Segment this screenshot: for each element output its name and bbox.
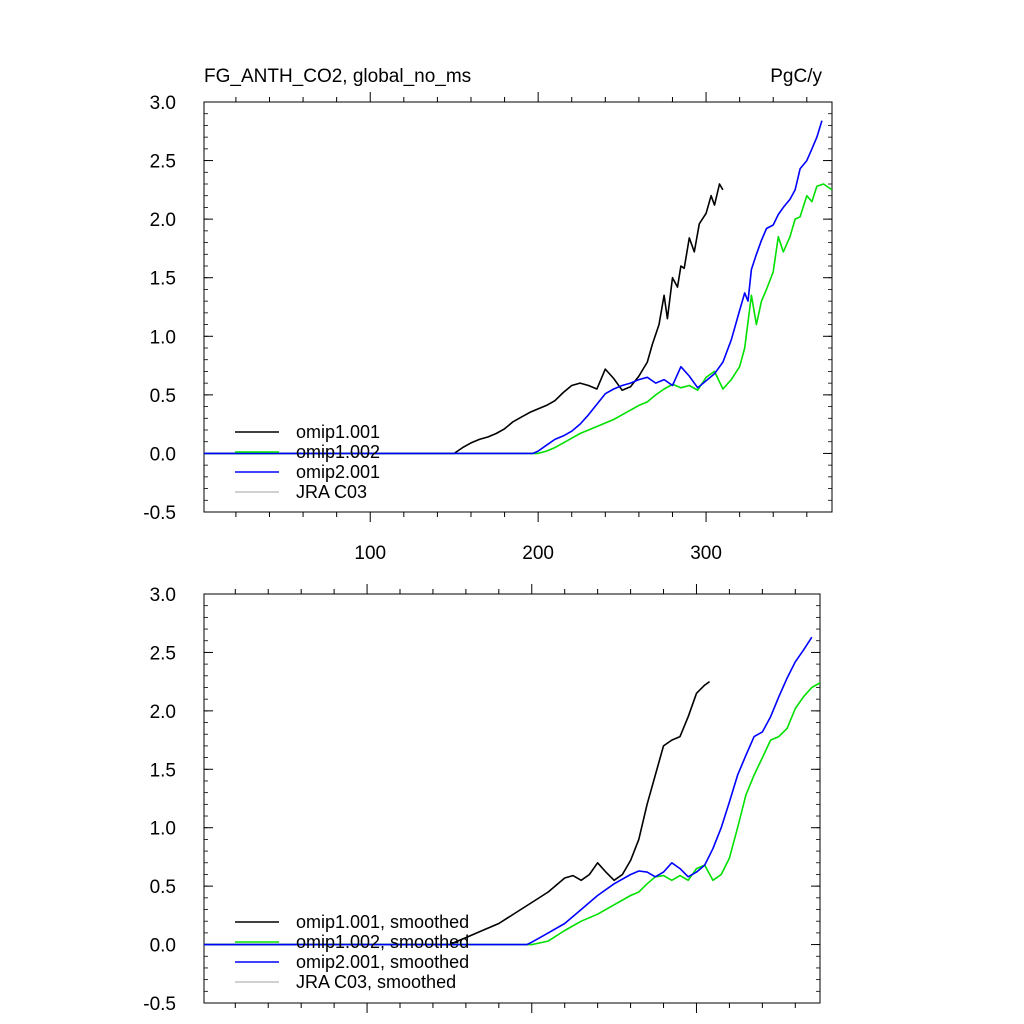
y-tick-label: 3.0 xyxy=(150,93,176,114)
series-line xyxy=(204,183,724,455)
y-tick-label: 1.0 xyxy=(150,327,176,348)
legend-label: omip2.001 xyxy=(296,462,380,482)
chart-title: FG_ANTH_CO2, global_no_ms xyxy=(204,66,471,87)
top-panel: -0.5 0.0 0.5 1.0 1.5 2.0 2.5 3.0 100 200 300 omip1.… xyxy=(143,92,833,564)
legend-label: JRA C03 xyxy=(296,482,367,502)
plot-frame xyxy=(203,101,833,513)
y-tick-label: 0.5 xyxy=(150,877,176,898)
legend-label: omip1.001 xyxy=(296,422,380,442)
series-line xyxy=(204,636,813,946)
x-tick-label: 100 xyxy=(354,543,386,564)
legend-label: omip2.001, smoothed xyxy=(296,952,469,972)
legend-label: omip1.002 xyxy=(296,442,380,462)
legend-label: omip1.001, smoothed xyxy=(296,912,469,932)
y-tick-label: 1.0 xyxy=(150,819,176,840)
y-tick-label: 2.5 xyxy=(150,643,176,664)
y-tick-label: 0.0 xyxy=(150,936,176,957)
y-tick-label: 1.5 xyxy=(150,269,176,290)
legend-label: JRA C03, smoothed xyxy=(296,972,456,992)
y-tick-label: 0.0 xyxy=(150,444,176,465)
series-line xyxy=(204,120,823,455)
bottom-panel: -0.5 0.0 0.5 1.0 1.5 2.0 2.5 3.0 omip1.001, smoo… xyxy=(143,584,821,1015)
x-tick-label: 300 xyxy=(690,543,722,564)
x-tick-label: 200 xyxy=(522,543,554,564)
y-tick-label: 2.5 xyxy=(150,152,176,173)
y-tick-label: 2.0 xyxy=(150,210,176,231)
y-tick-label: 2.0 xyxy=(150,702,176,723)
chart-units: PgC/y xyxy=(770,66,822,87)
y-tick-label: -0.5 xyxy=(143,994,176,1015)
y-tick-label: -0.5 xyxy=(143,503,176,524)
y-tick-label: 0.5 xyxy=(150,386,176,407)
y-tick-label: 1.5 xyxy=(150,760,176,781)
legend-label: omip1.002, smoothed xyxy=(296,932,469,952)
y-tick-label: 3.0 xyxy=(150,585,176,606)
plot-frame xyxy=(203,593,821,1004)
series-line xyxy=(204,680,711,946)
